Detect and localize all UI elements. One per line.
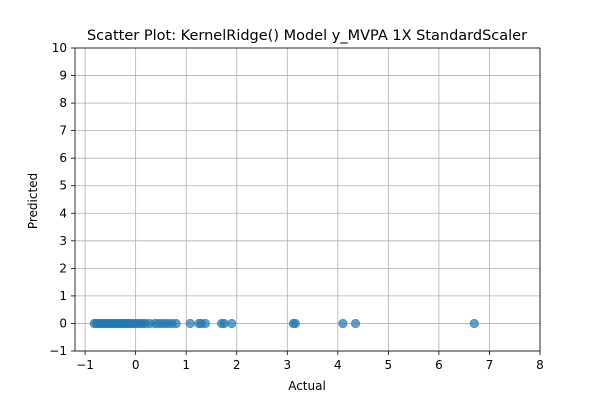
y-tick-label: 4	[59, 206, 67, 220]
scatter-point	[350, 318, 361, 329]
y-tick-label: 10	[52, 41, 67, 55]
scatter-point	[290, 318, 300, 329]
y-axis-ticks: −1 0 1 2 3 4 5 6 7 8 9 10	[49, 41, 75, 358]
x-tick-label: −1	[76, 358, 94, 372]
x-axis-label: Actual	[288, 379, 326, 393]
x-tick-label: 2	[233, 358, 241, 372]
x-tick-label: 4	[334, 358, 342, 372]
plot-frame	[74, 47, 541, 352]
y-tick-label: 3	[59, 234, 67, 248]
x-tick-label: 1	[182, 358, 190, 372]
data-points	[89, 318, 479, 329]
scatter-point	[338, 318, 348, 329]
y-tick-label: 5	[59, 179, 67, 193]
y-tick-label: −1	[49, 344, 67, 358]
y-tick-label: 6	[59, 151, 67, 165]
scatter-point	[171, 318, 181, 329]
scatter-point	[219, 318, 229, 329]
x-tick-label: 5	[385, 358, 393, 372]
x-tick-label: 0	[132, 358, 140, 372]
scatter-point	[469, 318, 479, 329]
x-tick-label: 8	[536, 358, 544, 372]
x-axis-ticks: −1 0 1 2 3 4 5 6 7 8	[76, 351, 544, 372]
x-tick-label: 6	[435, 358, 443, 372]
x-tick-label: 7	[486, 358, 494, 372]
y-tick-label: 9	[59, 69, 67, 83]
scatter-point	[200, 318, 211, 329]
y-axis-label: Predicted	[26, 173, 40, 229]
y-tick-label: 8	[59, 96, 67, 110]
y-tick-label: 1	[59, 289, 67, 303]
scatter-point	[227, 318, 237, 329]
y-tick-label: 0	[59, 316, 67, 330]
y-tick-label: 7	[59, 124, 67, 138]
chart-title: Scatter Plot: KernelRidge() Model y_MVPA…	[87, 28, 527, 44]
x-tick-label: 3	[283, 358, 291, 372]
scatter-point	[185, 318, 195, 329]
y-tick-label: 2	[59, 261, 67, 275]
